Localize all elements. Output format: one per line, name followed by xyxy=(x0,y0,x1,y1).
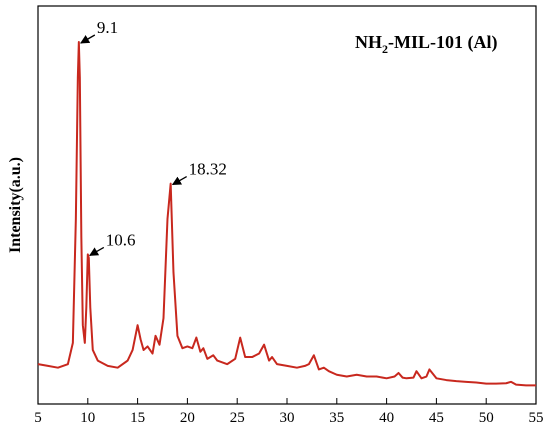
title-main: NH xyxy=(355,32,382,52)
x-tick-label-10: 10 xyxy=(80,410,95,426)
annotation-label-1: 10.6 xyxy=(106,230,136,249)
annotation-arrow-0 xyxy=(80,34,96,44)
annotation-arrow-1 xyxy=(89,246,105,256)
series-group xyxy=(37,41,536,387)
x-tick-label-55: 55 xyxy=(529,410,544,426)
x-tick-label-40: 40 xyxy=(379,410,394,426)
peak-annotations: 9.1 10.6 18.32 xyxy=(80,18,227,256)
series-line-0 xyxy=(37,41,536,387)
x-tick-label-5: 5 xyxy=(34,410,42,426)
x-tick-label-35: 35 xyxy=(329,410,344,426)
x-tick-label-20: 20 xyxy=(180,410,195,426)
x-axis-ticks: 5 10 15 20 25 30 35 40 45 50 55 xyxy=(34,398,544,426)
plot-frame xyxy=(37,5,537,405)
x-tick-label-30: 30 xyxy=(280,410,295,426)
annotation-arrow-2 xyxy=(171,176,187,186)
x-tick-label-50: 50 xyxy=(479,410,494,426)
chart-title: NH2-MIL-101 (Al) xyxy=(355,32,497,56)
x-tick-label-45: 45 xyxy=(429,410,444,426)
title-rest: -MIL-101 (Al) xyxy=(388,32,497,53)
x-tick-label-15: 15 xyxy=(130,410,145,426)
title-subscript: 2 xyxy=(382,42,388,56)
x-tick-label-25: 25 xyxy=(230,410,245,426)
annotation-label-2: 18.32 xyxy=(189,160,227,179)
annotation-label-0: 9.1 xyxy=(97,18,118,37)
y-axis-label: Intensity(a.u.) xyxy=(7,157,24,253)
